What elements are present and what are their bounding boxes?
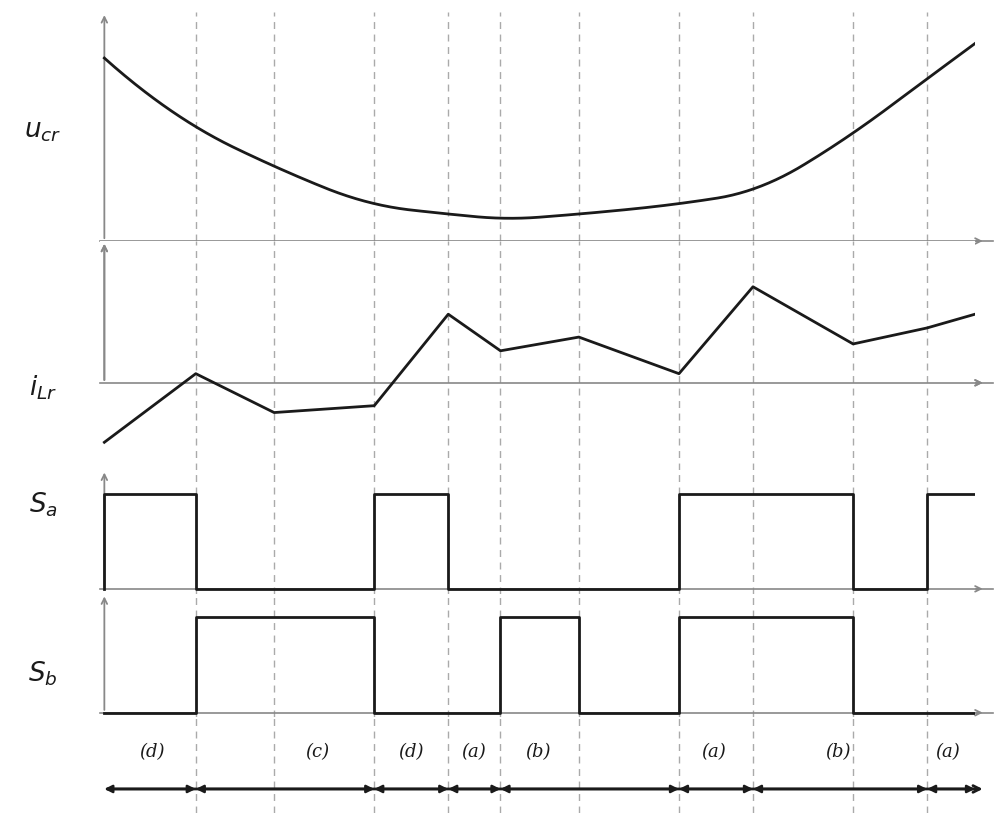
Text: (b): (b) — [826, 743, 851, 761]
Text: (a): (a) — [935, 743, 960, 761]
Text: (d): (d) — [139, 743, 165, 761]
Text: $S_b$: $S_b$ — [28, 660, 58, 688]
Text: $i_{Lr}$: $i_{Lr}$ — [29, 374, 57, 401]
Text: (c): (c) — [306, 743, 330, 761]
Text: $u_{cr}$: $u_{cr}$ — [24, 119, 62, 144]
Text: (b): (b) — [525, 743, 551, 761]
Text: (d): (d) — [398, 743, 424, 761]
Text: (a): (a) — [461, 743, 486, 761]
Text: $S_a$: $S_a$ — [29, 490, 58, 519]
Text: (a): (a) — [701, 743, 726, 761]
